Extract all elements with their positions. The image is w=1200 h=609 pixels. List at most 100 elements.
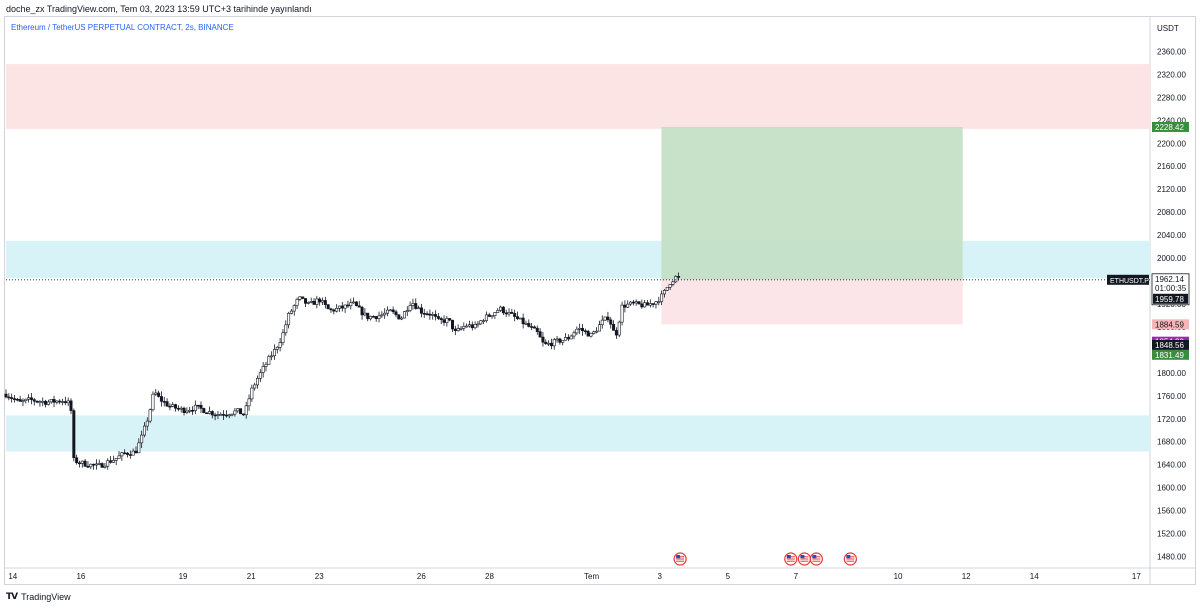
candle-body <box>674 276 678 283</box>
candle-body <box>72 410 76 459</box>
candle-body <box>595 330 599 333</box>
candle-body <box>114 458 118 461</box>
candle-body <box>301 296 305 299</box>
candle-body <box>346 304 350 307</box>
candle-body <box>360 306 364 316</box>
candle-body <box>487 314 491 317</box>
candle-body <box>451 319 455 330</box>
candle-body <box>547 342 551 345</box>
footer-brand: TradingView <box>21 592 71 602</box>
candle-body <box>408 305 412 311</box>
candle-body <box>137 442 141 454</box>
candle-body <box>380 314 384 317</box>
x-tick-label: 16 <box>76 572 85 581</box>
x-tick-label: 3 <box>657 572 662 581</box>
candle-body <box>515 316 519 319</box>
candle-body <box>109 460 113 463</box>
candle-body <box>264 363 268 367</box>
currency-label: USDT <box>1157 24 1179 33</box>
candle-body <box>631 301 635 304</box>
candle-body <box>660 293 664 302</box>
candle-body <box>665 286 669 291</box>
candle-body <box>620 304 624 323</box>
candle-body <box>224 414 228 417</box>
candle-body <box>193 404 197 411</box>
price-label-bg <box>1152 319 1189 330</box>
candle-body <box>106 460 110 467</box>
candle-body <box>123 452 127 455</box>
candle-body <box>7 396 11 399</box>
candle-body <box>29 397 33 400</box>
candle-body <box>374 316 378 319</box>
candle-body <box>24 398 28 402</box>
candle-body <box>388 309 392 312</box>
candle-body <box>600 319 604 326</box>
candle-body <box>326 304 330 310</box>
candle-body <box>239 408 243 415</box>
tradingview-footer[interactable]: TV TradingView <box>6 592 71 602</box>
candle-body <box>230 413 234 416</box>
candle-body <box>530 326 534 328</box>
candle-body <box>256 378 260 386</box>
candle-body <box>555 338 559 341</box>
candle-body <box>287 313 291 326</box>
candle-body <box>490 315 494 317</box>
candle-body <box>289 310 293 314</box>
candle-body <box>343 304 347 309</box>
candle-body <box>654 301 658 305</box>
candle-body <box>244 405 248 416</box>
candle-body <box>171 404 175 407</box>
candle-body <box>58 400 62 403</box>
y-tick-label: 1520.00 <box>1157 530 1186 539</box>
candle-body <box>524 323 528 325</box>
candle-body <box>15 398 19 401</box>
long-position-target <box>661 126 963 280</box>
candle-body <box>165 401 169 407</box>
candle-body <box>332 309 336 312</box>
candle-body <box>592 331 596 334</box>
candle-body <box>541 336 545 343</box>
y-tick-label: 2040.00 <box>1157 231 1186 240</box>
candle-body <box>504 312 508 315</box>
candle-body <box>662 290 666 295</box>
secondary-price-bg <box>1153 293 1188 304</box>
candle-body <box>637 301 641 305</box>
candle-body <box>405 310 409 312</box>
candle-body <box>482 320 486 322</box>
symbol-tag: ETHUSDT.P <box>1110 278 1149 285</box>
us-flag-event-icon[interactable] <box>843 552 857 566</box>
candle-body <box>623 304 627 308</box>
candle-body <box>561 339 565 343</box>
candle-body <box>640 303 644 308</box>
candle-body <box>103 465 107 468</box>
candle-body <box>419 307 423 314</box>
y-tick-label: 1480.00 <box>1157 553 1186 562</box>
us-flag-event-icon[interactable] <box>797 552 812 566</box>
candle-body <box>97 463 101 465</box>
candle-body <box>236 408 240 412</box>
candle-body <box>499 306 503 311</box>
candle-body <box>575 328 579 334</box>
candle-body <box>306 302 310 304</box>
symbol-title[interactable]: Ethereum / TetherUS PERPETUAL CONTRACT, … <box>11 23 234 32</box>
candle-body <box>614 330 618 336</box>
candle-body <box>510 312 514 314</box>
candle-body <box>134 450 138 454</box>
us-flag-event-icon[interactable] <box>784 552 798 566</box>
candle-body <box>100 463 104 468</box>
candle-body <box>453 328 457 331</box>
x-tick-label: 10 <box>894 572 903 581</box>
candle-body <box>629 301 633 305</box>
y-tick-label: 2000.00 <box>1157 254 1186 263</box>
us-flag-event-icon[interactable] <box>673 552 687 566</box>
candle-body <box>558 338 562 343</box>
candle-body <box>465 325 469 328</box>
candlestick-series <box>4 272 681 470</box>
candle-body <box>357 305 361 308</box>
candle-body <box>69 400 73 411</box>
candle-body <box>648 303 652 306</box>
candle-body <box>159 396 163 402</box>
us-flag-event-icon[interactable] <box>809 552 823 566</box>
candle-body <box>578 327 582 330</box>
